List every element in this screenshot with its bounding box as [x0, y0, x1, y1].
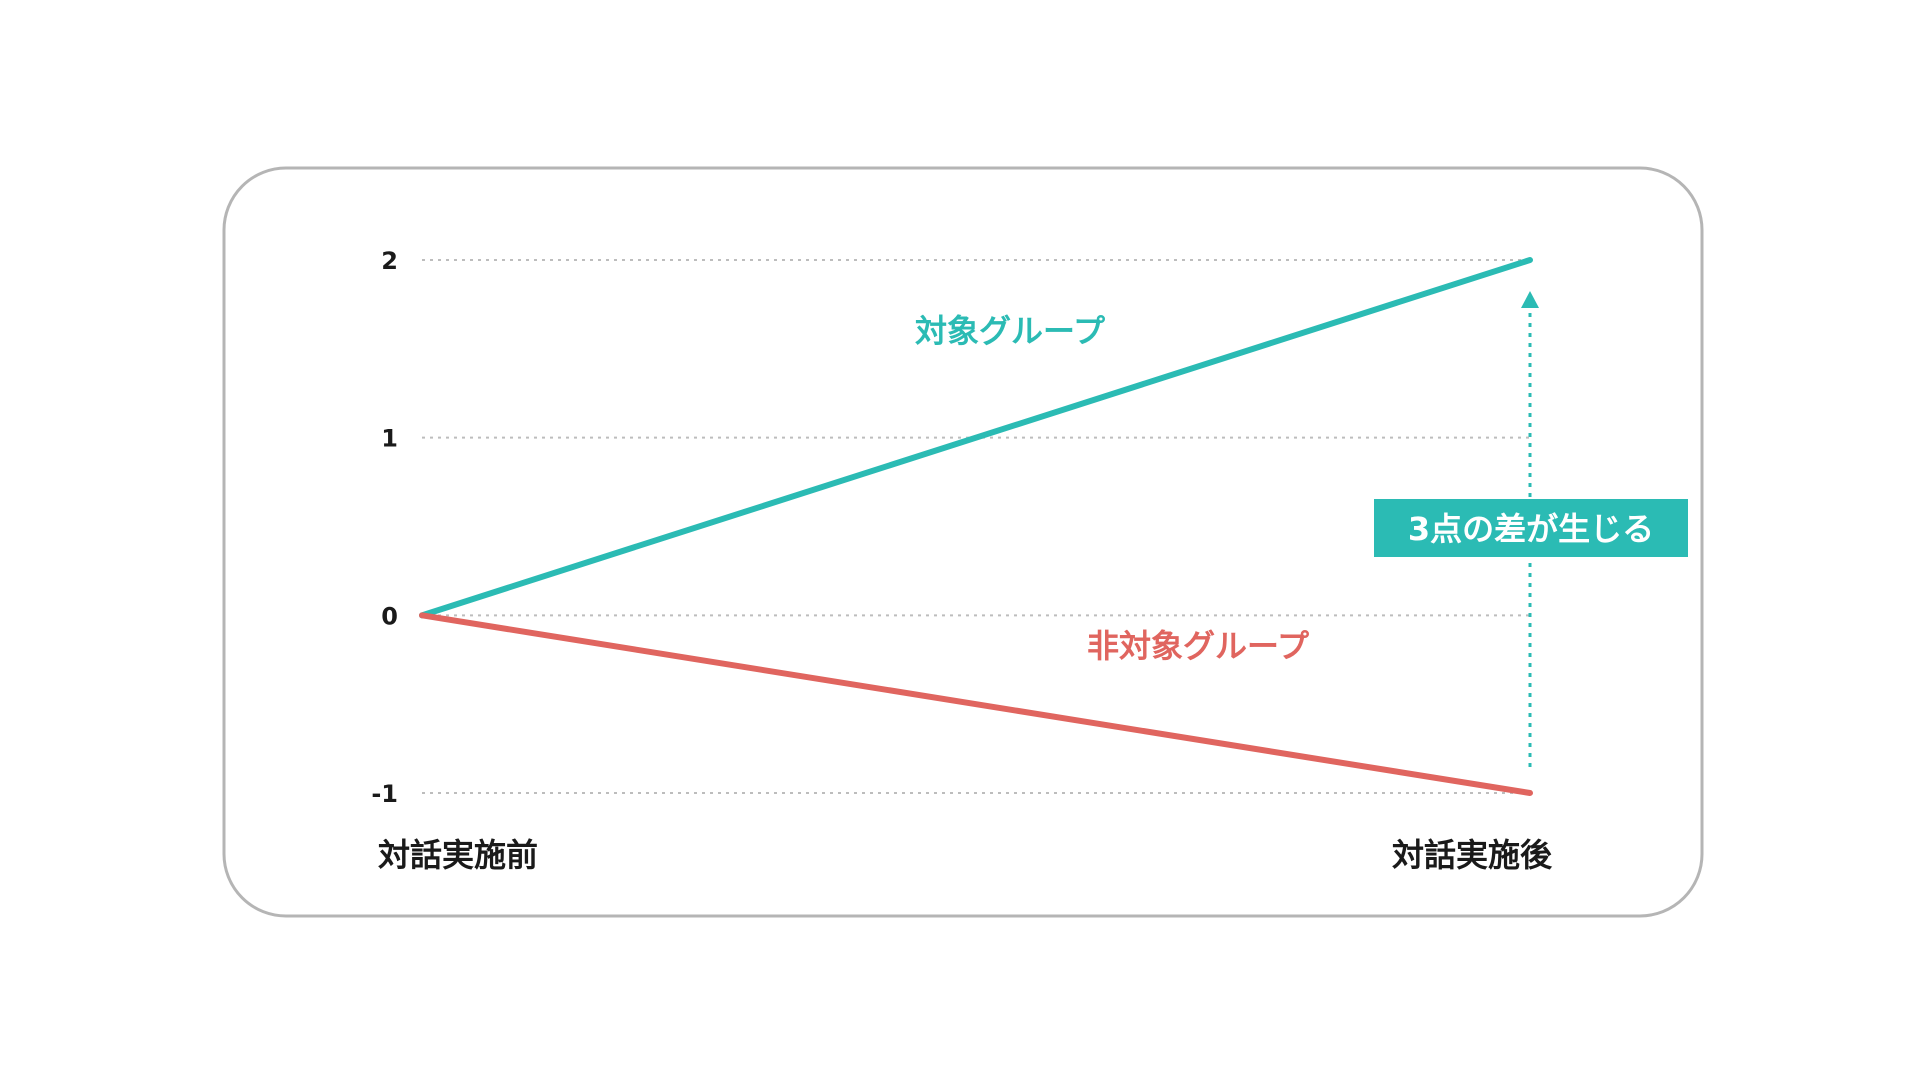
- series-label-target-group: 対象グループ: [915, 312, 1106, 350]
- y-tick-label: -1: [371, 780, 398, 808]
- difference-badge: [1374, 499, 1688, 557]
- chart-frame: [222, 166, 1704, 918]
- series-line-0: [419, 257, 1533, 619]
- difference-arrow-head: [1521, 291, 1539, 308]
- series-line-1: [419, 612, 1533, 796]
- difference-badge-text: 3点の差が生じる: [1408, 510, 1654, 548]
- y-tick-label: 2: [381, 247, 398, 275]
- y-axis-ticks: 2 1 0 -1: [371, 247, 398, 808]
- series-label-non-target-group: 非対象グループ: [1087, 627, 1310, 665]
- y-tick-label: 0: [381, 602, 398, 630]
- x-tick-label-before: 対話実施前: [378, 836, 538, 874]
- series-layer: [419, 257, 1533, 796]
- annotation: 3点の差が生じる: [1374, 291, 1688, 767]
- y-tick-label: 1: [381, 425, 398, 453]
- x-tick-label-after: 対話実施後: [1392, 836, 1553, 874]
